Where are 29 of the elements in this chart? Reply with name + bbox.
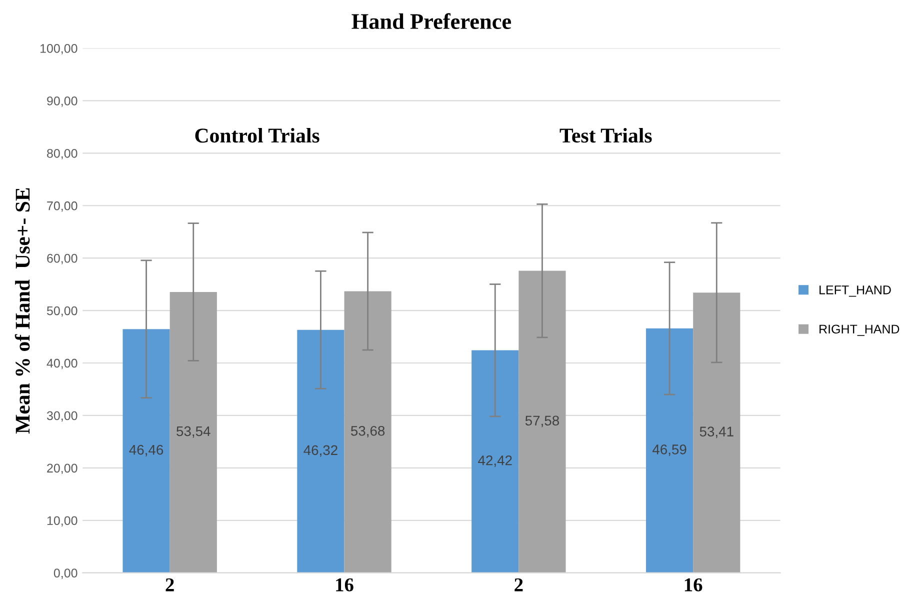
data-label: 46,46 bbox=[129, 444, 164, 456]
x-tick-label: 16 bbox=[684, 578, 702, 592]
data-label: 53,41 bbox=[700, 426, 734, 438]
legend-label: RIGHT_HAND bbox=[820, 324, 900, 336]
y-tick-label: 0,00 bbox=[54, 568, 78, 579]
y-tick-label: 30,00 bbox=[46, 411, 78, 422]
y-axis-title: Mean % of Hand Use+- SE bbox=[14, 188, 30, 434]
y-tick-label: 90,00 bbox=[47, 96, 78, 107]
y-tick-label: 40,00 bbox=[46, 358, 78, 370]
y-tick-label: 100,00 bbox=[40, 44, 78, 54]
data-label: 53,54 bbox=[176, 426, 210, 438]
data-label: 42,42 bbox=[478, 455, 512, 467]
data-label: 57,58 bbox=[525, 416, 559, 428]
y-tick-label: 50,00 bbox=[46, 306, 78, 317]
annotation: Control Trials bbox=[195, 128, 320, 143]
data-label: 46,59 bbox=[652, 444, 686, 456]
y-tick-label: 80,00 bbox=[47, 148, 78, 160]
y-tick-label: 20,00 bbox=[47, 464, 78, 474]
annotation: Test Trials bbox=[560, 128, 652, 143]
y-tick-label: 70,00 bbox=[47, 201, 78, 212]
legend-label: LEFT_HAND bbox=[820, 286, 891, 297]
y-tick-label: 10,00 bbox=[47, 516, 78, 527]
chart-title: Hand Preference bbox=[352, 13, 512, 30]
data-label: 53,68 bbox=[350, 426, 385, 438]
y-tick-label: 60,00 bbox=[47, 254, 78, 264]
data-label: 46,32 bbox=[304, 445, 338, 457]
x-tick-label: 16 bbox=[336, 578, 354, 592]
x-tick-label: 2 bbox=[166, 578, 174, 592]
x-tick-label: 2 bbox=[514, 578, 523, 592]
